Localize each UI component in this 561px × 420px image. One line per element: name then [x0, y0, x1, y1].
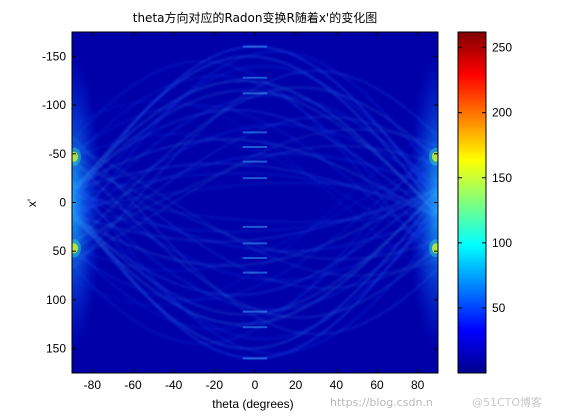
sinusoid-trace: [72, 125, 438, 306]
sinusoid-trace: [72, 99, 438, 280]
edge-hotspots: [72, 147, 438, 258]
sinusoid-trace: [72, 185, 438, 282]
heatmap-area: [72, 32, 438, 373]
sinusoid-trace: [72, 89, 438, 213]
sinusoid-trace: [72, 196, 438, 233]
sinusoid-trace: [72, 145, 438, 241]
sinusoid-trace: [72, 186, 438, 267]
sinusoid-trace: [72, 158, 438, 330]
sinusoid-trace: [72, 189, 438, 325]
edge-glow-right: [378, 52, 438, 353]
colorbar-tick-label: 50: [492, 301, 506, 315]
y-tick-label: 150: [46, 342, 66, 356]
colorbar-tick-label: 250: [492, 41, 512, 55]
sinusoid-trace: [72, 128, 438, 260]
x-axis: -80 -60 -40 -20 0 20 40 60 80: [84, 32, 425, 392]
heatmap-sinogram: [72, 45, 438, 360]
sinusoid-trace: [72, 75, 438, 247]
sinusoid-trace: [72, 182, 438, 210]
x-tick-label: 60: [370, 378, 384, 392]
x-tick-label: 20: [289, 378, 303, 392]
sinusoid-trace: [72, 50, 438, 230]
y-tick-label: 100: [46, 293, 66, 307]
sinusoid-trace: [72, 104, 438, 252]
x-tick-label: -40: [165, 378, 183, 392]
sinusoid-trace: [72, 80, 438, 216]
center-highlights: [242, 45, 268, 360]
y-tick-label: 50: [53, 244, 67, 258]
colorbar-ticks: 50 100 150 200 250: [458, 41, 512, 315]
sinusoid-trace: [72, 175, 438, 355]
sinusoid-trace: [72, 195, 438, 223]
chart-title: theta方向对应的Radon变换R随着x'的变化图: [133, 10, 377, 25]
watermark-url: https://blog.csdn.n: [330, 396, 433, 409]
x-tick-label: -20: [206, 378, 224, 392]
sinusoid-trace: [72, 162, 438, 216]
sinusoid-trace: [72, 172, 438, 209]
sinusoid-traces: [72, 45, 438, 360]
colorbar: 50 100 150 200 250: [457, 31, 512, 374]
y-tick-label: -100: [42, 98, 66, 112]
x-tick-label: 40: [330, 378, 344, 392]
y-tick-label: -50: [49, 147, 67, 161]
colorbar-frame: [457, 31, 487, 374]
sinusoid-trace: [72, 164, 438, 260]
colorbar-gradient: [458, 32, 486, 373]
sinusoid-trace: [72, 123, 438, 220]
sinusoid-trace: [72, 192, 438, 316]
hotspot-halo: [428, 239, 438, 258]
colorbar-tick-label: 150: [492, 171, 512, 185]
x-axis-label: theta (degrees): [212, 397, 293, 411]
sinusoid-trace: [72, 158, 438, 319]
hotspot-halo: [72, 239, 82, 258]
y-axis-label: x': [25, 199, 39, 207]
sinusoid-trace: [72, 145, 438, 277]
edge-glow-left: [72, 52, 132, 353]
colorbar-tick-label: 100: [492, 236, 512, 250]
x-tick-label: 80: [411, 378, 425, 392]
y-axis: -150 -100 -50 0 50 100 150: [42, 49, 438, 356]
sinusoid-trace: [72, 189, 438, 243]
sinusoid-trace: [72, 86, 438, 247]
watermark-brand: @51CTO博客: [472, 395, 542, 409]
x-tick-label: 0: [252, 378, 259, 392]
hotspot-halo: [428, 147, 438, 166]
sinusoid-trace: [72, 70, 438, 269]
x-tick-label: -60: [124, 378, 142, 392]
colorbar-tick-label: 200: [492, 106, 512, 120]
hotspot-halo: [72, 147, 82, 166]
x-tick-label: -80: [84, 378, 102, 392]
sinusoid-trace: [72, 138, 438, 219]
y-tick-label: -150: [42, 49, 66, 63]
y-tick-label: 0: [59, 196, 66, 210]
